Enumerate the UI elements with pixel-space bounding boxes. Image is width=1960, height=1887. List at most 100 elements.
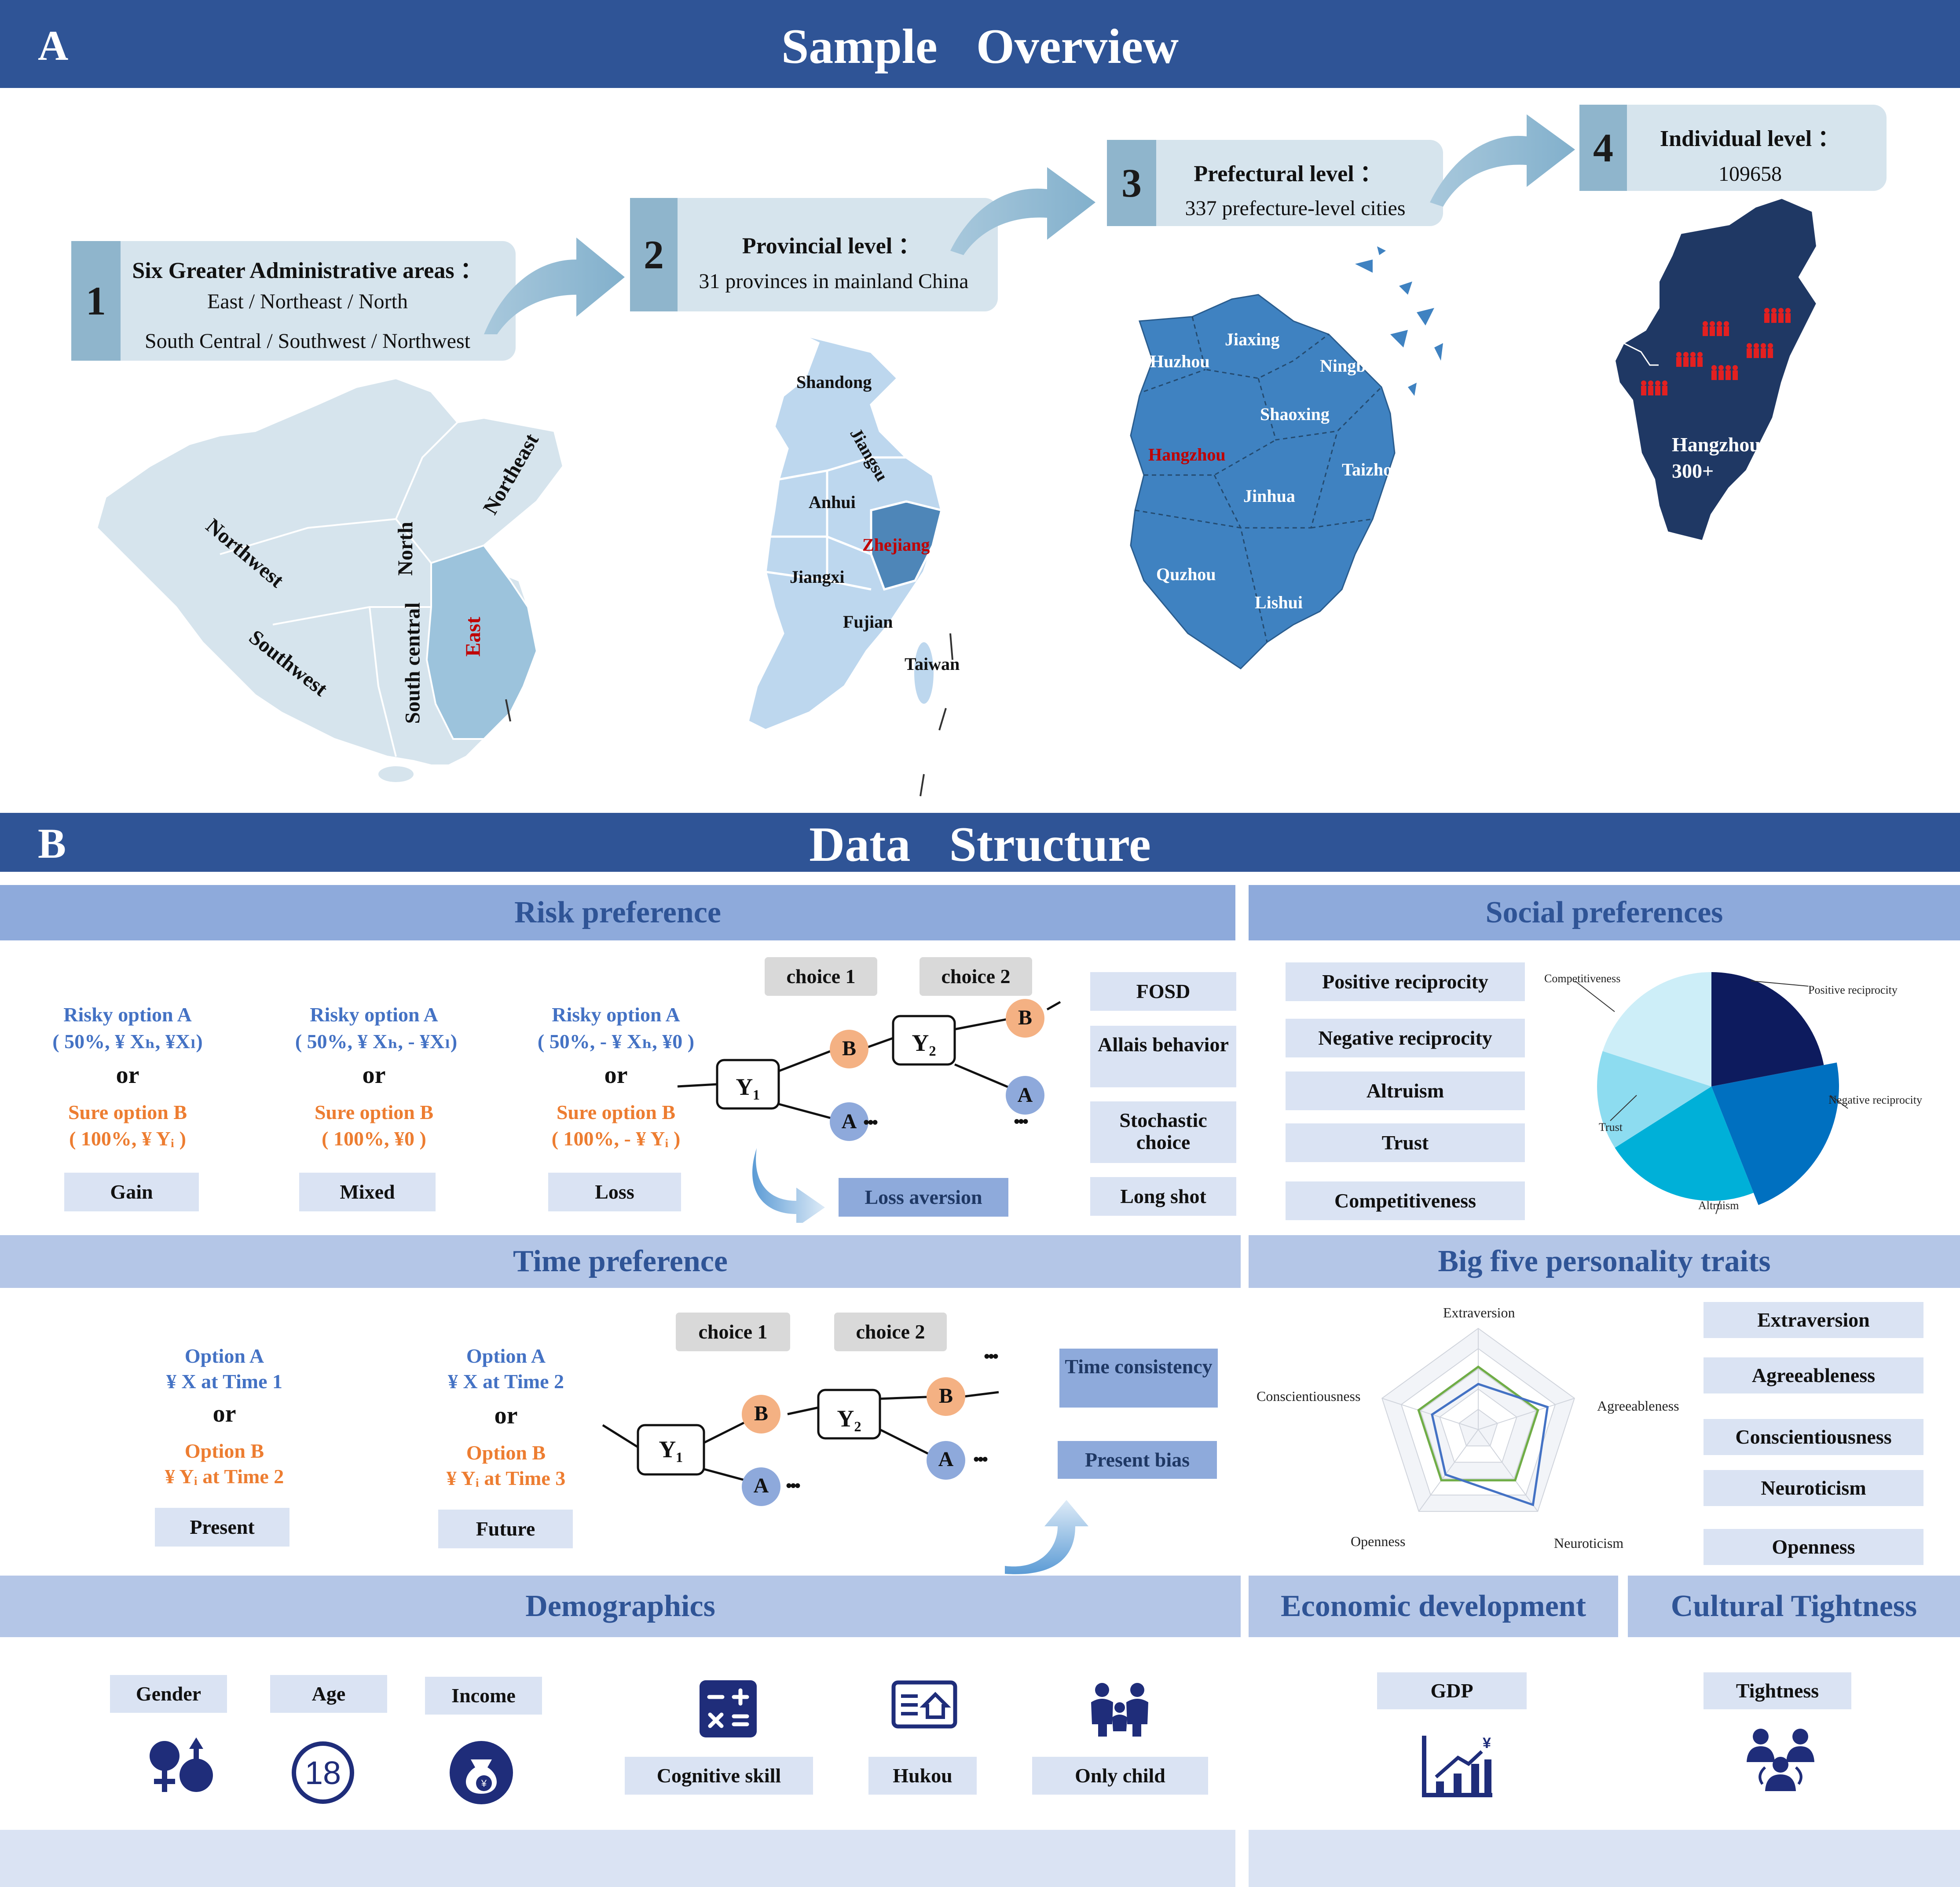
social-item-altruism: Altruism (1286, 1071, 1525, 1110)
demo-cognitive-tag: Cognitive skill (625, 1757, 813, 1795)
people-icons (1641, 308, 1791, 395)
risk-1-a-detail: ( 50%, ¥ Xₕ, ¥Xₗ) (52, 1030, 203, 1053)
pie-slice-trust (1597, 1051, 1711, 1148)
pie-leader-line (1830, 1095, 1848, 1109)
time-dots-1: ••• (786, 1476, 801, 1496)
radar-label-neuroticism: Neuroticism (1554, 1535, 1624, 1551)
demo-income-tag: Income (425, 1677, 542, 1715)
level-2-box (630, 198, 998, 311)
arrow-3-4 (1430, 114, 1575, 207)
level-3-number: 3 (1107, 140, 1156, 226)
risk-dots-2: ••• (1014, 1112, 1029, 1131)
time-choice-1: choice 1 (676, 1313, 790, 1351)
city-label-quzhou: Quzhou (1156, 564, 1216, 584)
demo-gender-tag: Gender (110, 1675, 227, 1713)
level-1-line-2: South Central / Southwest / Northwest (145, 329, 470, 353)
city-label-hangzhou: Hangzhou (1148, 445, 1226, 464)
level-4-line-1: 109658 (1718, 162, 1782, 186)
social-item-trust: Trust (1286, 1123, 1525, 1162)
radar-axis-line (1478, 1397, 1575, 1430)
city-map (1130, 246, 1443, 669)
radar-series-1 (1417, 1365, 1539, 1481)
individual-label-city: Hangzhou (1672, 433, 1761, 456)
risk-2-b-title: Sure option B (314, 1101, 434, 1123)
time-y2-label: Y₂ (837, 1405, 861, 1432)
pie-slice-altruism (1615, 1086, 1754, 1201)
bigfive-item-openness: Openness (1704, 1529, 1923, 1565)
risk-3-b-title: Sure option B (556, 1101, 676, 1123)
risk-2-a-title: Risky option A (310, 1003, 438, 1026)
level-4-number: 4 (1579, 105, 1627, 191)
risk-dots-1: ••• (863, 1112, 878, 1132)
time-side-present-bias: Present bias (1058, 1441, 1217, 1479)
risk-node-y1 (716, 1059, 780, 1110)
risk-1-or: or (116, 1061, 139, 1089)
province-label-taiwan: Taiwan (905, 654, 960, 674)
loss-aversion-arrow (752, 1148, 825, 1223)
age-icon-text: 18 (305, 1755, 341, 1791)
time-1-b-title: Option B (184, 1440, 264, 1462)
risk-1-tag-gain: Gain (64, 1173, 199, 1211)
city-label-taizhou: Taizhou (1342, 460, 1402, 479)
risk-a1-label: A (841, 1110, 857, 1133)
time-node-y1 (637, 1424, 705, 1476)
time-b2-label: B (938, 1384, 953, 1408)
level-3-title: Prefectural level ： (1194, 161, 1383, 187)
bottom-strip-left (0, 1830, 1235, 1887)
pie-label-altruism: Altruism (1698, 1199, 1739, 1212)
big-five-radar-chart (1381, 1327, 1575, 1512)
risk-a2-label: A (1017, 1083, 1033, 1107)
risk-choice-1: choice 1 (765, 957, 877, 996)
level-3-line-1: 337 prefecture-level cities (1185, 197, 1406, 220)
time-2-tag-future: Future (438, 1510, 573, 1548)
risk-2-b-detail: ( 100%, ¥0 ) (322, 1127, 426, 1150)
province-label-zhejiang: Zhejiang (862, 535, 930, 555)
province-label-jiangxi: Jiangxi (790, 567, 845, 587)
panel-a-banner: A Sample Overview (0, 0, 1960, 88)
group-icon (1747, 1729, 1814, 1791)
risk-3-or: or (604, 1061, 628, 1089)
pie-label-trust: Trust (1599, 1121, 1623, 1134)
pie-label-positive-reciprocity: Positive reciprocity (1808, 984, 1898, 996)
pie-label-negative-reciprocity: Negative reciprocity (1828, 1093, 1922, 1106)
province-label-fujian: Fujian (843, 612, 893, 632)
radar-label-extraversion: Extraversion (1443, 1305, 1515, 1320)
pie-label-competitiveness: Competitiveness (1544, 972, 1621, 985)
time-node-a1 (742, 1467, 780, 1506)
bottom-strip-right (1249, 1830, 1960, 1887)
risk-1-b-title: Sure option B (68, 1101, 187, 1123)
city-label-ningbo: Ningbo (1320, 356, 1375, 376)
bigfive-item-extraversion: Extraversion (1704, 1302, 1923, 1338)
id-card-icon (891, 1680, 957, 1729)
risk-1-a-title: Risky option A (63, 1003, 192, 1026)
city-label-wenzhou: Wenzhou (1336, 596, 1407, 616)
risk-2-tag-mixed: Mixed (299, 1173, 436, 1211)
demographics-bar: Demographics (0, 1576, 1241, 1637)
panel-b-banner: B Data Structure (0, 813, 1960, 872)
time-side-consistency: Time consistency (1059, 1349, 1218, 1408)
risk-3-b-detail: ( 100%, - ¥ Yᵢ ) (551, 1127, 681, 1150)
radar-label-openness: Openness (1351, 1533, 1406, 1549)
pie-slice-competitiveness (1602, 972, 1711, 1086)
radar-series-2 (1431, 1382, 1549, 1507)
level-1-title: Six Greater Administrative areas ： (132, 258, 483, 283)
time-1-b-detail: ¥ Yᵢ at Time 2 (165, 1465, 284, 1488)
risk-side-fosd: FOSD (1090, 972, 1236, 1011)
level-4-box (1579, 105, 1887, 191)
panel-a-title: Sample Overview (781, 19, 1179, 74)
bigfive-item-neuroticism: Neuroticism (1704, 1470, 1923, 1506)
bigfive-item-conscientiousness: Conscientiousness (1704, 1419, 1923, 1455)
province-map (747, 333, 953, 797)
risk-side-allais: Allais behavior (1090, 1026, 1236, 1087)
time-choice-2: choice 2 (834, 1313, 947, 1351)
arrow-1-2 (484, 238, 625, 334)
risk-side-long-shot: Long shot (1090, 1177, 1236, 1216)
city-label-lishui: Lishui (1255, 592, 1303, 612)
social-item-competitiveness: Competitiveness (1286, 1181, 1525, 1220)
gender-icon (150, 1737, 213, 1792)
time-y1-label: Y₁ (659, 1436, 683, 1463)
demo-only-child-tag: Only child (1032, 1757, 1208, 1795)
time-node-b1 (742, 1395, 780, 1434)
level-2-line-1: 31 provinces in mainland China (699, 270, 969, 293)
china-label-north: North (393, 522, 417, 576)
